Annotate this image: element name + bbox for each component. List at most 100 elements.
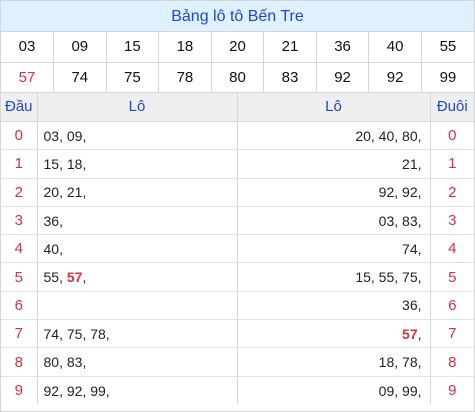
table-row: 8 80, 83, 18, 78, 8 bbox=[1, 347, 474, 377]
lo-number: 99 bbox=[402, 382, 418, 399]
lo-number: 09 bbox=[378, 382, 395, 399]
table-row: 3 36, 03, 83, 3 bbox=[1, 206, 474, 236]
lo-right-cell: 74, bbox=[237, 234, 431, 264]
number-cell: 92 bbox=[316, 62, 370, 93]
table-row: 0 03, 09, 20, 40, 80, 0 bbox=[1, 121, 474, 151]
dau-cell: 4 bbox=[1, 234, 38, 264]
lo-number: 80 bbox=[402, 127, 418, 144]
lo-number: 78 bbox=[90, 325, 106, 342]
lo-number: 21 bbox=[402, 155, 418, 172]
number-cell: 21 bbox=[263, 32, 317, 63]
duoi-cell: 3 bbox=[430, 206, 474, 236]
table-row: 1 15, 18, 21, 1 bbox=[1, 149, 474, 179]
lo-left-cell: 03, 09, bbox=[37, 121, 238, 151]
lo-number: 03 bbox=[43, 127, 60, 144]
dau-cell: 9 bbox=[1, 376, 38, 405]
duoi-cell: 6 bbox=[430, 291, 474, 321]
header-duoi: Đuôi bbox=[430, 92, 474, 122]
duoi-cell: 4 bbox=[430, 234, 474, 264]
lo-number: 18 bbox=[66, 155, 83, 172]
lo-number: 75 bbox=[402, 269, 418, 286]
lo-number: 83 bbox=[402, 212, 418, 229]
lo-number: 57 bbox=[402, 325, 418, 342]
duoi-cell: 1 bbox=[430, 149, 474, 179]
lo-right-cell: 15, 55, 75, bbox=[237, 262, 431, 292]
number-cell: 83 bbox=[263, 62, 317, 93]
table-row: 5 55, 57, 15, 55, 75, 5 bbox=[1, 262, 474, 292]
loto-table: Đầu Lô Lô Đuôi 0 03, 09, 20, 40, 80, 0 1 15… bbox=[1, 92, 474, 405]
number-cell: 92 bbox=[368, 62, 422, 93]
lo-number: 92 bbox=[402, 184, 418, 201]
lo-right-cell: 09, 99, bbox=[237, 376, 431, 405]
table-row: 4 40, 74, 4 bbox=[1, 234, 474, 264]
lo-number: 57 bbox=[66, 269, 83, 286]
number-cell: 40 bbox=[368, 32, 422, 63]
lo-left-cell: 40, bbox=[37, 234, 238, 264]
dau-cell: 0 bbox=[1, 121, 38, 151]
header-lo-right: Lô bbox=[237, 92, 431, 122]
lo-number: 40 bbox=[378, 127, 395, 144]
lo-left-cell: 36, bbox=[37, 206, 238, 236]
number-cell: 09 bbox=[53, 32, 107, 63]
lo-number: 78 bbox=[402, 354, 418, 371]
number-cell: 75 bbox=[106, 62, 160, 93]
dau-cell: 2 bbox=[1, 178, 38, 207]
number-cell: 36 bbox=[316, 32, 370, 63]
lo-number: 40 bbox=[43, 240, 60, 257]
number-cell: 15 bbox=[106, 32, 160, 63]
dau-cell: 6 bbox=[1, 291, 38, 321]
number-cell: 57 bbox=[1, 62, 55, 93]
loto-header-row: Đầu Lô Lô Đuôi bbox=[1, 92, 474, 122]
lo-right-cell: 36, bbox=[237, 291, 431, 321]
lo-right-cell: 18, 78, bbox=[237, 347, 431, 377]
lo-right-cell: 03, 83, bbox=[237, 206, 431, 236]
table-row: 6 36, 6 bbox=[1, 291, 474, 321]
numbers-row: 03 09 15 18 20 21 36 40 55 bbox=[1, 32, 474, 63]
duoi-cell: 0 bbox=[430, 121, 474, 151]
lo-number: 21 bbox=[66, 184, 83, 201]
lo-number: 09 bbox=[66, 127, 83, 144]
duoi-cell: 9 bbox=[448, 382, 457, 400]
number-cell: 55 bbox=[421, 32, 474, 63]
lo-right-cell: 57, bbox=[237, 319, 431, 349]
lo-left-cell: 20, 21, bbox=[37, 178, 238, 207]
number-cell: 74 bbox=[53, 62, 107, 93]
number-cell: 20 bbox=[211, 32, 265, 63]
number-cell: 80 bbox=[211, 62, 265, 93]
header-dau: Đầu bbox=[1, 92, 38, 122]
lo-number: 74 bbox=[43, 325, 60, 342]
dau-cell: 5 bbox=[1, 262, 38, 292]
lo-left-cell bbox=[37, 291, 238, 321]
dau-cell: 3 bbox=[1, 206, 38, 236]
lo-number: 75 bbox=[66, 325, 83, 342]
lo-number: 80 bbox=[43, 354, 60, 371]
lo-number: 92 bbox=[378, 184, 395, 201]
lo-number: 92 bbox=[66, 382, 83, 399]
duoi-cell: 5 bbox=[430, 262, 474, 292]
number-cell: 99 bbox=[421, 62, 474, 93]
lo-left-cell: 80, 83, bbox=[37, 347, 238, 377]
lo-left-cell: 92, 92, 99, bbox=[37, 376, 238, 405]
duoi-cell: 2 bbox=[430, 178, 474, 207]
number-cell: 03 bbox=[1, 32, 55, 63]
lo-right-cell: 92, 92, bbox=[237, 178, 431, 207]
number-cell: 78 bbox=[158, 62, 212, 93]
number-cell: 18 bbox=[158, 32, 212, 63]
header-lo-left: Lô bbox=[37, 92, 238, 122]
table-row: 9 92, 92, 99, 09, 99, 9 bbox=[1, 376, 474, 405]
duoi-cell: 8 bbox=[430, 347, 474, 377]
lo-number: 99 bbox=[90, 382, 106, 399]
lo-left-cell: 15, 18, bbox=[37, 149, 238, 179]
lo-left-cell: 55, 57, bbox=[37, 262, 238, 292]
loto-body: 0 03, 09, 20, 40, 80, 0 1 15, 18, 21, 1 2 20,… bbox=[1, 121, 474, 405]
page-title: Bảng lô tô Bến Tre bbox=[1, 1, 474, 32]
lo-number: 74 bbox=[402, 240, 418, 257]
lo-right-cell: 21, bbox=[237, 149, 431, 179]
duoi-cell: 7 bbox=[430, 319, 474, 349]
lo-number: 03 bbox=[378, 212, 395, 229]
lo-left-cell: 74, 75, 78, bbox=[37, 319, 238, 349]
lo-number: 92 bbox=[43, 382, 60, 399]
lo-number: 55 bbox=[43, 269, 60, 286]
dau-cell: 7 bbox=[1, 319, 38, 349]
